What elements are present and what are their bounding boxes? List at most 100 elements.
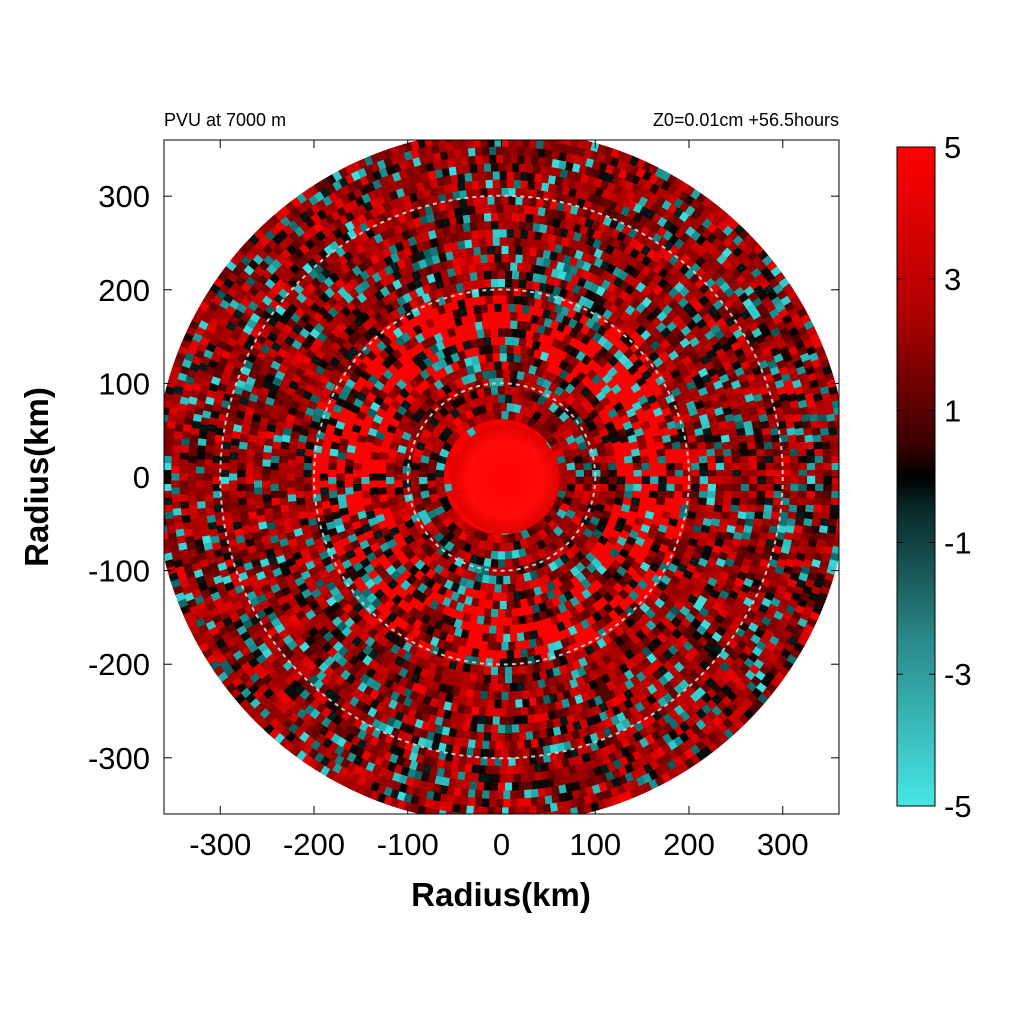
field-cell — [490, 666, 499, 676]
field-cell — [322, 437, 333, 447]
field-cell — [487, 641, 496, 651]
field-cell — [569, 398, 581, 410]
field-cell — [568, 502, 579, 513]
field-cell — [405, 369, 417, 381]
field-cell — [483, 557, 492, 568]
field-cell — [715, 483, 725, 492]
field-cell — [757, 475, 766, 485]
field-cell — [690, 461, 700, 471]
field-cell — [496, 633, 504, 643]
field-cell — [380, 444, 390, 454]
field-cell — [549, 319, 560, 330]
field-cell — [509, 370, 518, 379]
field-cell — [601, 372, 613, 384]
field-cell — [387, 611, 399, 623]
field-cell — [517, 387, 527, 398]
field-cell — [502, 262, 511, 271]
field-cell — [386, 538, 398, 550]
field-cell — [335, 420, 346, 431]
field-cell — [413, 373, 425, 385]
field-cell — [635, 375, 647, 387]
field-cell — [583, 462, 593, 471]
field-cell — [418, 477, 428, 485]
field-cell — [485, 716, 494, 725]
field-cell — [392, 327, 404, 339]
field-cell — [535, 376, 546, 387]
field-cell — [492, 765, 501, 775]
field-cell — [477, 539, 488, 550]
field-cell — [492, 592, 501, 601]
field-cell — [640, 523, 651, 534]
field-cell — [455, 333, 465, 344]
field-cell — [583, 483, 593, 492]
field-cell — [552, 417, 564, 429]
field-cell — [603, 591, 615, 603]
field-cell — [386, 483, 395, 492]
field-cell — [612, 360, 624, 372]
field-cell — [568, 409, 580, 421]
field-cell — [403, 560, 415, 572]
field-cell — [472, 529, 483, 540]
field-cell — [336, 459, 346, 468]
field-cell — [549, 328, 560, 339]
field-cell — [553, 406, 565, 418]
field-cell — [637, 578, 649, 591]
field-cell — [380, 500, 390, 510]
field-cell — [497, 559, 506, 568]
field-cell — [506, 344, 515, 354]
field-cell — [462, 612, 472, 623]
field-cell — [644, 433, 655, 444]
field-cell — [592, 600, 604, 612]
field-cell — [559, 441, 570, 452]
field-cell — [508, 583, 517, 593]
field-cell — [612, 337, 625, 349]
field-cell — [663, 503, 673, 513]
field-cell — [278, 477, 287, 485]
plot-area — [164, 140, 839, 814]
field-cell — [600, 383, 612, 395]
field-cell — [497, 551, 506, 560]
field-cell — [542, 635, 552, 646]
field-cell — [531, 340, 541, 351]
field-cell — [523, 571, 533, 582]
field-cell — [586, 583, 598, 596]
field-cell — [605, 496, 616, 506]
field-cell — [474, 623, 484, 633]
field-cell — [431, 444, 442, 455]
field-cell — [592, 509, 603, 520]
field-cell — [414, 569, 425, 581]
field-cell — [447, 625, 457, 636]
field-cell — [328, 483, 337, 492]
field-cell — [405, 500, 416, 510]
field-cell — [455, 610, 466, 621]
field-cell — [484, 295, 493, 305]
field-cell — [438, 406, 450, 418]
field-cell — [412, 397, 424, 409]
field-cell — [470, 296, 480, 307]
field-cell — [484, 345, 493, 355]
field-cell — [654, 503, 665, 513]
field-cell — [625, 516, 636, 527]
field-cell — [620, 382, 632, 394]
field-cell — [559, 502, 571, 513]
field-cell — [591, 590, 603, 602]
field-cell — [430, 370, 442, 382]
field-cell — [490, 608, 499, 618]
field-cell — [333, 427, 344, 438]
field-cell — [619, 610, 631, 622]
field-cell — [586, 604, 598, 616]
field-cell — [365, 350, 378, 362]
field-cell — [477, 354, 487, 364]
field-cell — [469, 545, 479, 556]
field-cell — [336, 466, 345, 475]
field-cell — [439, 417, 451, 429]
field-cell — [591, 611, 603, 623]
field-cell — [679, 440, 690, 450]
field-cell — [445, 454, 456, 465]
field-cell — [622, 571, 634, 583]
field-cell — [617, 576, 629, 588]
field-cell — [327, 417, 338, 427]
field-cell — [623, 454, 633, 464]
field-cell — [586, 358, 598, 370]
field-cell — [586, 562, 598, 574]
